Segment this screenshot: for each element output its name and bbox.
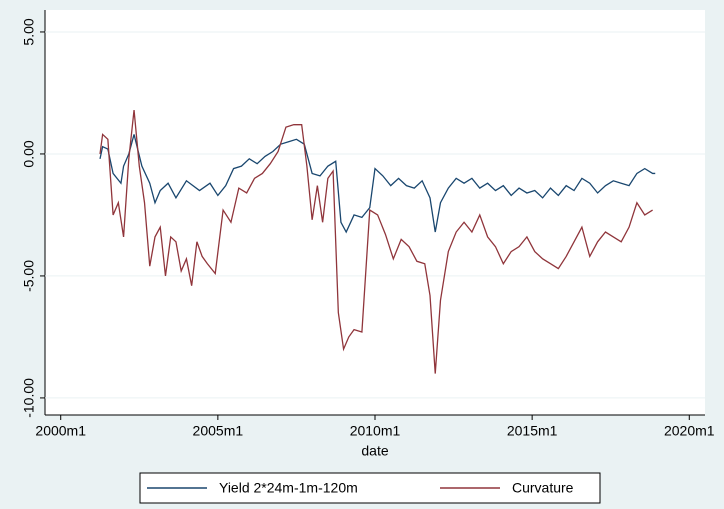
series-line — [99, 109, 653, 374]
y-tick-label: -5.00 — [21, 260, 37, 292]
x-axis-label: date — [361, 443, 388, 459]
legend — [139, 472, 601, 504]
y-tick-label: 0.00 — [21, 140, 37, 167]
x-tick-label: 2010m1 — [350, 423, 401, 439]
x-tick-label: 2000m1 — [35, 423, 86, 439]
series-line — [99, 134, 656, 234]
legend-label: Curvature — [512, 480, 574, 496]
plot-area — [45, 10, 705, 415]
y-tick-label: -10.00 — [21, 378, 37, 418]
x-tick-label: 2020m1 — [664, 423, 715, 439]
x-tick-label: 2005m1 — [193, 423, 244, 439]
x-tick-label: 2015m1 — [507, 423, 558, 439]
legend-label: Yield 2*24m-1m-120m — [219, 480, 358, 496]
y-tick-label: 5.00 — [21, 18, 37, 45]
